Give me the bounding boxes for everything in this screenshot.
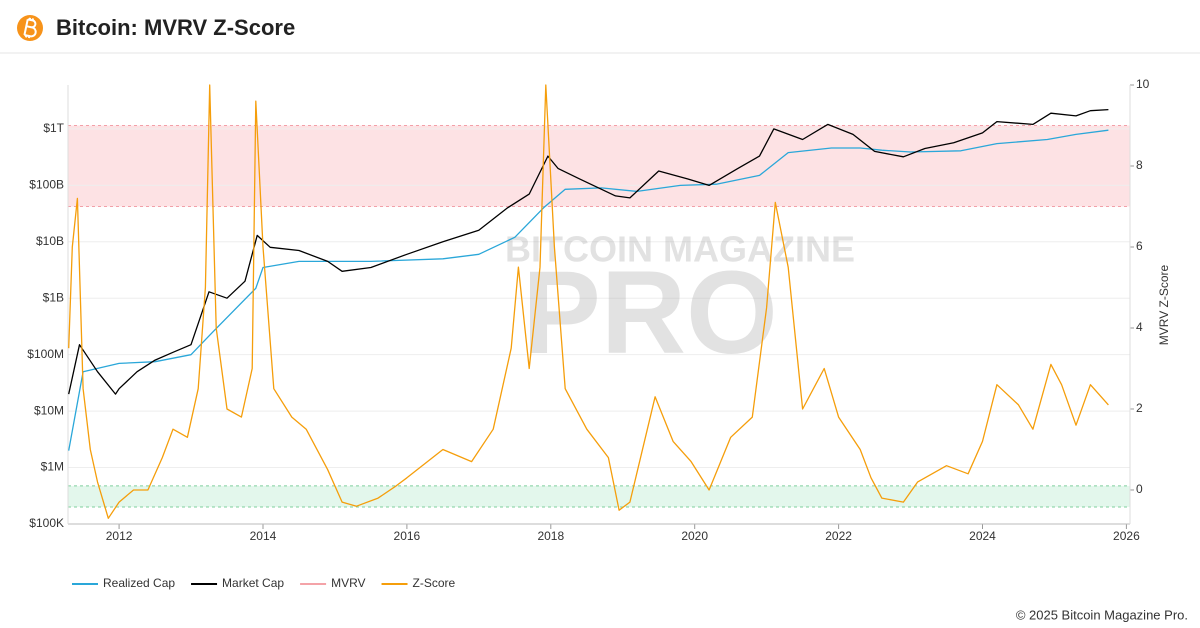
x-tick-label: 2024 xyxy=(969,529,996,543)
zone xyxy=(68,485,1130,507)
legend-label[interactable]: Z-Score xyxy=(413,576,456,590)
x-tick-label: 2018 xyxy=(537,529,564,543)
y-tick-label: $100K xyxy=(29,516,64,530)
legend-label[interactable]: Market Cap xyxy=(222,576,284,590)
x-tick-label: 2020 xyxy=(681,529,708,543)
legend-label[interactable]: MVRV xyxy=(331,576,365,590)
x-tick-label: 2014 xyxy=(250,529,277,543)
y-tick-label: $10B xyxy=(36,234,64,248)
x-tick-label: 2026 xyxy=(1113,529,1140,543)
y2-tick-label: 6 xyxy=(1136,239,1143,253)
zone xyxy=(68,125,1130,207)
legend-label[interactable]: Realized Cap xyxy=(103,576,175,590)
y-tick-label: $10M xyxy=(34,403,64,417)
x-tick-label: 2022 xyxy=(825,529,852,543)
y-tick-label: $1B xyxy=(43,290,64,304)
y2-tick-label: 10 xyxy=(1136,77,1150,91)
y2-tick-label: 4 xyxy=(1136,320,1143,334)
y2-tick-label: 2 xyxy=(1136,401,1143,415)
series-line xyxy=(68,84,1109,519)
series-line xyxy=(68,108,1109,395)
x-tick-label: 2016 xyxy=(394,529,421,543)
y2-tick-label: 8 xyxy=(1136,158,1143,172)
bitcoin-glyph xyxy=(23,17,37,39)
y-tick-label: $1T xyxy=(43,121,64,135)
watermark: BITCOIN MAGAZINE xyxy=(505,229,855,270)
chart-title: Bitcoin: MVRV Z-Score xyxy=(56,15,295,40)
y2-tick-label: 0 xyxy=(1136,482,1143,496)
footer: © 2025 Bitcoin Magazine Pro. xyxy=(1016,607,1188,622)
watermark: PRO xyxy=(522,247,778,379)
y-tick-label: $100B xyxy=(29,178,64,192)
series-line xyxy=(68,129,1109,451)
y-tick-label: $100M xyxy=(27,347,64,361)
y2-axis-label: MVRV Z-Score xyxy=(1157,264,1171,345)
y-tick-label: $1M xyxy=(41,460,64,474)
x-tick-label: 2012 xyxy=(106,529,133,543)
